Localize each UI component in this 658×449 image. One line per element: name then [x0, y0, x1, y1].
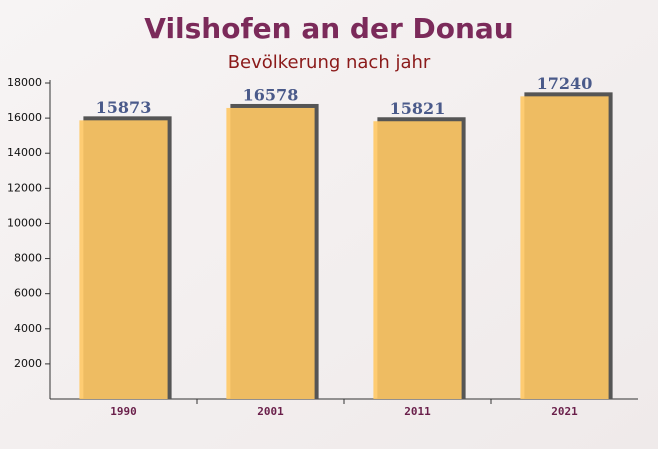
- y-tick-label: 10000: [7, 216, 42, 229]
- bar: [226, 107, 315, 400]
- y-tick-label: 18000: [7, 76, 42, 89]
- x-tick-label: 2001: [257, 405, 284, 418]
- chart-title: Vilshofen an der Donau: [144, 12, 513, 45]
- chart-subtitle: Bevölkerung nach jahr: [228, 52, 431, 73]
- bar: [79, 120, 168, 399]
- x-tick-label: 2021: [551, 405, 578, 418]
- y-tick-label: 16000: [7, 111, 42, 124]
- x-tick-label: 1990: [110, 405, 137, 418]
- x-tick-label: 2011: [404, 405, 431, 418]
- y-tick-label: 2000: [14, 357, 42, 370]
- bar: [373, 121, 462, 400]
- value-label: 15821: [390, 99, 446, 118]
- value-label: 15873: [96, 98, 152, 117]
- value-label: 17240: [537, 74, 593, 93]
- y-tick-label: 4000: [14, 322, 42, 335]
- y-tick-label: 8000: [14, 252, 42, 265]
- bar: [520, 96, 609, 399]
- y-tick-label: 14000: [7, 146, 42, 159]
- y-tick-label: 12000: [7, 181, 42, 194]
- y-tick-label: 6000: [14, 287, 42, 300]
- value-label: 16578: [243, 85, 299, 104]
